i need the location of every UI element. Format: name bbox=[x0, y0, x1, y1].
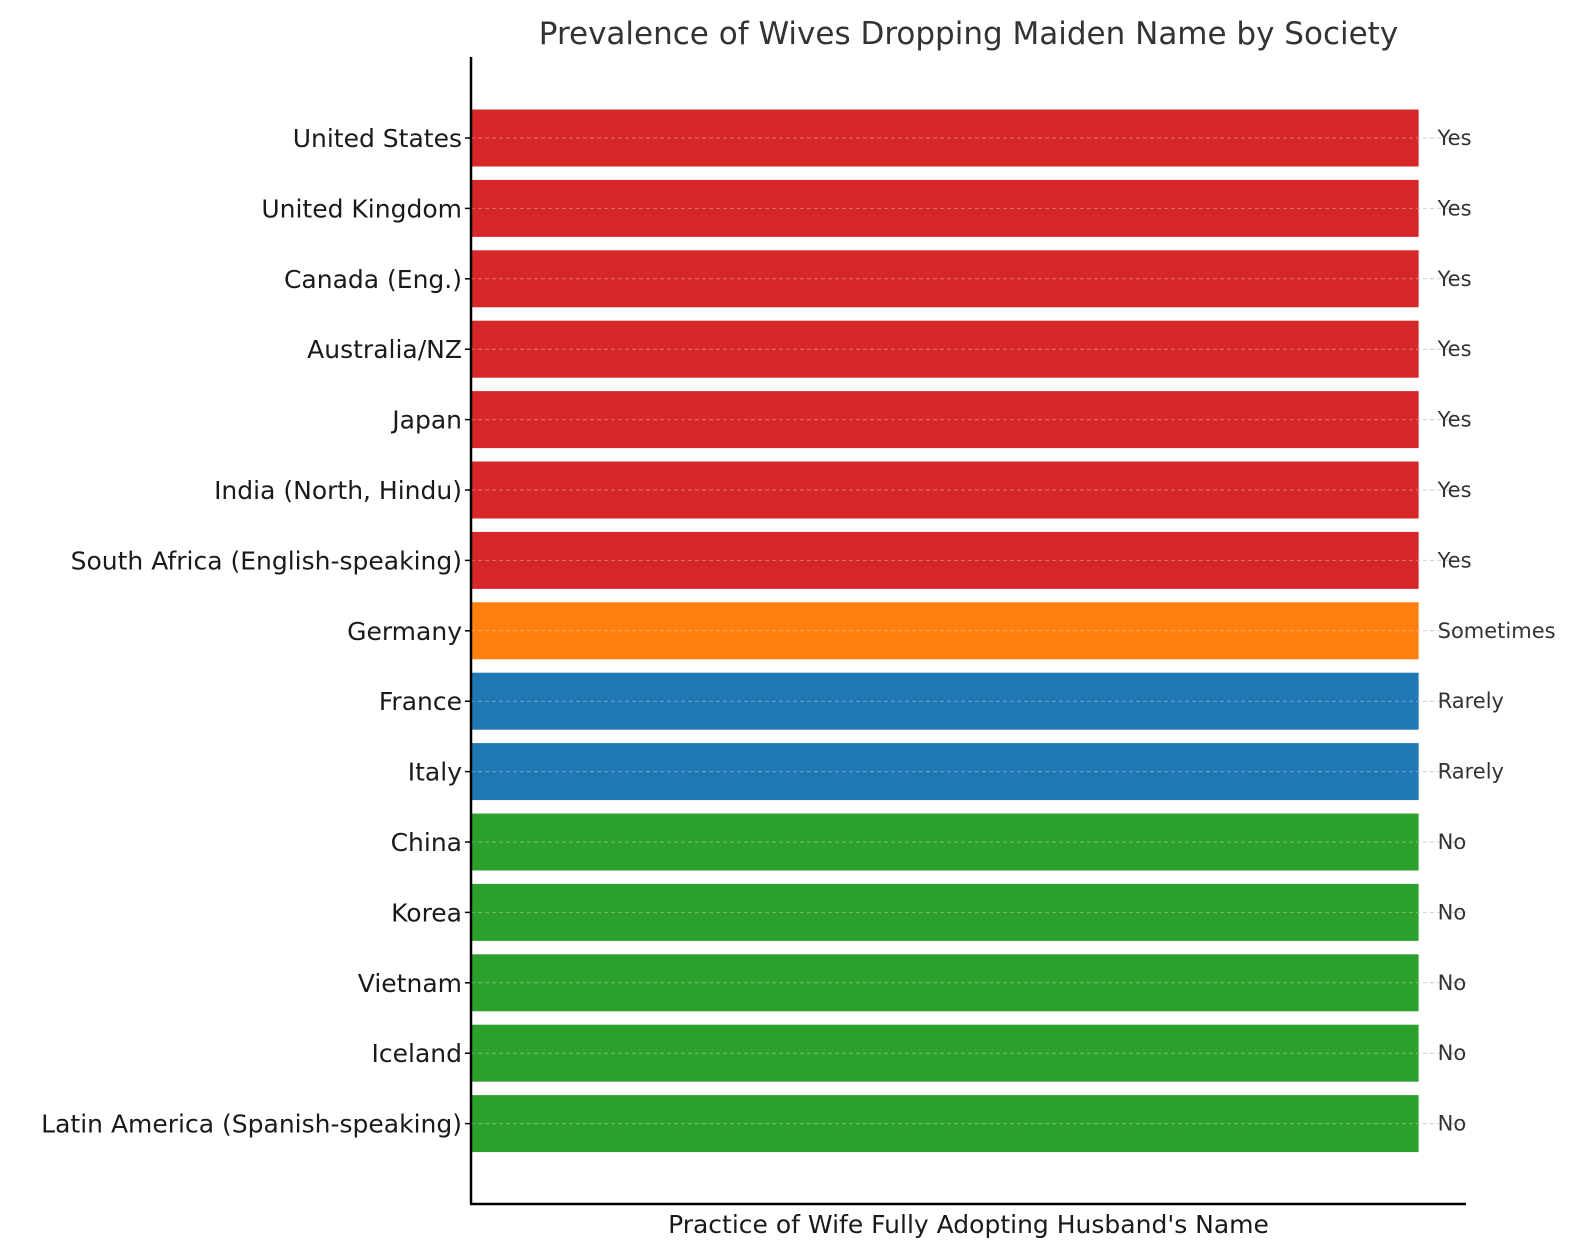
value-label: No bbox=[1438, 1041, 1467, 1065]
value-label: Yes bbox=[1437, 548, 1472, 572]
bar bbox=[471, 883, 1419, 941]
y-tick-label: India (North, Hindu) bbox=[214, 476, 462, 505]
bar bbox=[471, 743, 1419, 801]
bar bbox=[471, 1095, 1419, 1153]
y-tick-label: Australia/NZ bbox=[307, 335, 462, 364]
value-label: No bbox=[1438, 971, 1467, 995]
bars bbox=[471, 109, 1419, 1153]
y-tick-label: United Kingdom bbox=[261, 194, 462, 223]
value-label: No bbox=[1438, 900, 1467, 924]
value-label: Yes bbox=[1437, 196, 1472, 220]
x-axis-label: Practice of Wife Fully Adopting Husband'… bbox=[668, 1210, 1269, 1239]
y-tick-label: France bbox=[379, 687, 462, 716]
bar bbox=[471, 179, 1419, 237]
value-label: Yes bbox=[1437, 126, 1472, 150]
y-tick-labels: United States United Kingdom Canada (Eng.)… bbox=[41, 124, 471, 1139]
value-label: Sometimes bbox=[1438, 619, 1556, 643]
y-tick-label: Canada (Eng.) bbox=[284, 265, 462, 294]
bar bbox=[471, 1024, 1419, 1082]
y-tick-label: China bbox=[391, 828, 462, 857]
value-label: Yes bbox=[1437, 408, 1472, 432]
y-tick-label: Vietnam bbox=[358, 969, 462, 998]
bar bbox=[471, 461, 1419, 519]
value-label: Yes bbox=[1437, 267, 1472, 291]
y-tick-label: South Africa (English-speaking) bbox=[71, 546, 462, 575]
value-label: Yes bbox=[1437, 478, 1472, 502]
bar bbox=[471, 109, 1419, 167]
bar bbox=[471, 391, 1419, 449]
bar bbox=[471, 531, 1419, 589]
value-label: Yes bbox=[1437, 337, 1472, 361]
y-tick-label: Italy bbox=[408, 758, 462, 787]
value-label: No bbox=[1438, 1112, 1467, 1136]
bar bbox=[471, 954, 1419, 1012]
value-label: Rarely bbox=[1438, 689, 1504, 713]
value-labels: Yes Yes Yes Yes Yes Yes Yes Sometimes Rarely Rare… bbox=[1437, 126, 1556, 1136]
grid-lines-overlay bbox=[471, 137, 1419, 1125]
bar bbox=[471, 602, 1419, 660]
bar bbox=[471, 672, 1419, 730]
bar bbox=[471, 250, 1419, 308]
bar bbox=[471, 813, 1419, 871]
y-tick-label: Iceland bbox=[372, 1039, 462, 1068]
value-label: No bbox=[1438, 830, 1467, 854]
value-label: Rarely bbox=[1438, 760, 1504, 784]
chart-title: Prevalence of Wives Dropping Maiden Name… bbox=[539, 16, 1398, 52]
bar bbox=[471, 320, 1419, 378]
y-tick-label: Germany bbox=[347, 617, 462, 646]
y-tick-label: Korea bbox=[391, 898, 462, 927]
y-tick-label: Latin America (Spanish-speaking) bbox=[41, 1110, 462, 1139]
y-tick-label: Japan bbox=[390, 406, 462, 435]
y-tick-label: United States bbox=[293, 124, 462, 153]
